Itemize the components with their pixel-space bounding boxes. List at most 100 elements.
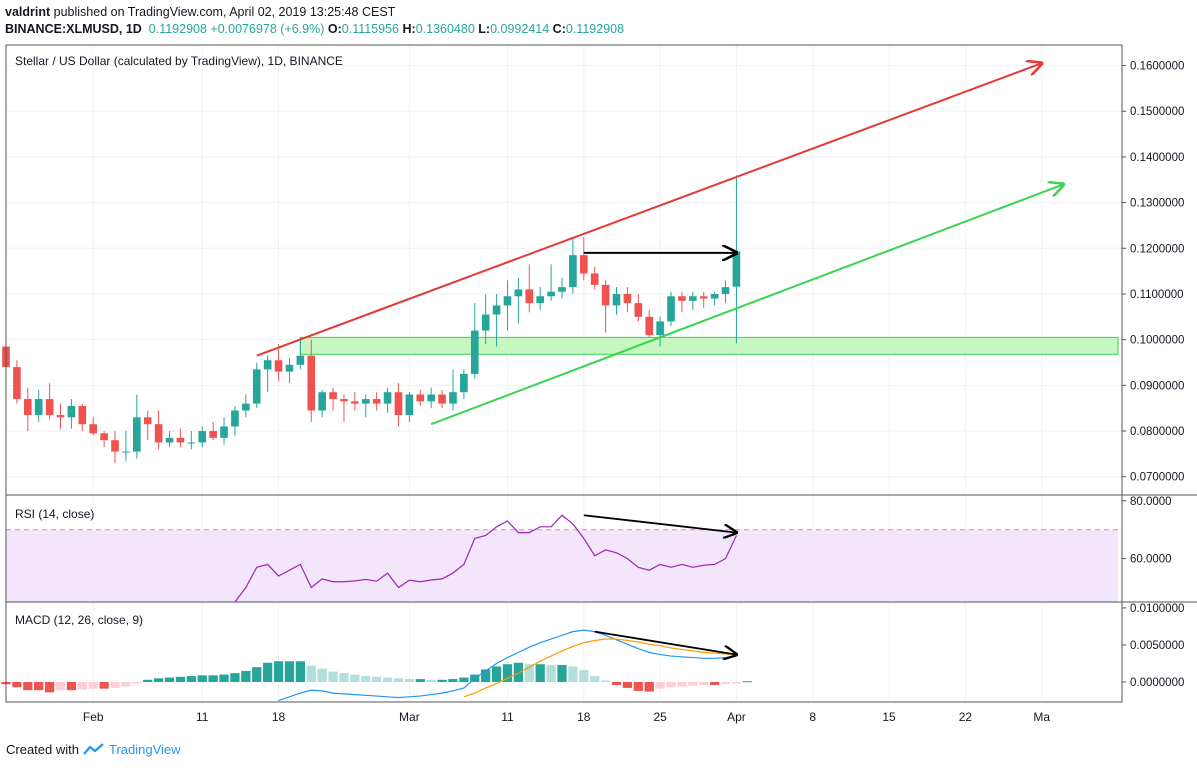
candle-body	[285, 364, 294, 372]
macd-histogram-bar	[448, 679, 458, 682]
candle-body	[111, 440, 119, 452]
x-tick-label: 11	[501, 710, 514, 724]
macd-histogram-bar	[208, 675, 218, 682]
macd-histogram-bar	[426, 679, 436, 682]
symbol-label: BINANCE:XLMUSD, 1D	[5, 22, 142, 36]
candle-body	[263, 360, 272, 370]
macd-signal-line[interactable]	[463, 638, 737, 698]
candle-body	[67, 405, 76, 418]
candle-body	[187, 442, 196, 444]
candle-body	[492, 305, 501, 315]
y-tick-label: 0.1100000	[1130, 289, 1184, 301]
candle-body	[133, 417, 141, 452]
trend-line[interactable]	[256, 63, 1042, 357]
candle-body	[536, 296, 545, 304]
macd-histogram-bar	[361, 676, 371, 682]
y-tick-label: 0.1500000	[1130, 106, 1184, 118]
macd-histogram-bar	[382, 677, 393, 682]
macd-histogram-bar	[557, 664, 567, 682]
macd-histogram-bar	[491, 666, 502, 682]
x-tick-label: 8	[809, 710, 816, 724]
rsi-y-tick-label: 60.0000	[1130, 554, 1172, 566]
macd-histogram-bar	[688, 682, 698, 686]
candle-body	[470, 330, 479, 374]
macd-histogram-bar	[197, 675, 207, 682]
y-tick-label: 0.0800000	[1130, 426, 1184, 438]
macd-histogram-bar	[372, 676, 382, 682]
macd-histogram-bar	[742, 681, 752, 683]
author-name[interactable]: valdrint	[5, 5, 51, 19]
candle-body	[481, 314, 490, 331]
candle-body	[220, 426, 228, 438]
candle-body	[612, 293, 621, 306]
candle-body	[678, 296, 686, 301]
macd-histogram-bar	[132, 682, 142, 684]
candle-body	[13, 367, 21, 400]
macd-histogram-bar	[164, 677, 175, 682]
macd-histogram-bar	[44, 682, 55, 693]
last-price: 0.1192908	[148, 22, 207, 36]
candle-body	[154, 424, 163, 443]
candle-body	[394, 392, 403, 416]
candle-body	[569, 255, 577, 288]
candle-body	[78, 405, 87, 425]
candle-body	[165, 437, 174, 443]
candle-body	[514, 289, 523, 297]
candle-body	[416, 394, 425, 402]
macd-histogram-bar	[699, 682, 709, 685]
candle-body	[405, 394, 414, 416]
macd-histogram-bar	[317, 668, 327, 682]
x-tick-label: Ma	[1033, 710, 1050, 724]
macd-histogram-bar	[12, 682, 22, 688]
candle-body	[318, 392, 326, 411]
brand-name[interactable]: TradingView	[108, 742, 181, 757]
macd-histogram-bar	[404, 679, 415, 682]
candle-body	[721, 287, 730, 294]
macd-histogram-bar	[535, 664, 545, 682]
macd-histogram-bar	[513, 662, 524, 682]
x-tick-label: 15	[882, 710, 896, 724]
candle-body	[460, 373, 468, 393]
candle-body	[449, 392, 457, 404]
macd-histogram-bar	[350, 674, 360, 682]
y-tick-label: 0.0900000	[1130, 380, 1184, 392]
candle-body	[601, 284, 610, 306]
macd-histogram-bar	[99, 682, 109, 689]
candle-body	[176, 437, 185, 443]
low-value: 0.0992414	[490, 22, 550, 36]
macd-histogram-bar	[546, 664, 556, 682]
candle-body	[209, 431, 217, 438]
macd-histogram-bar	[709, 682, 720, 685]
macd-histogram-bar	[459, 677, 469, 682]
high-label: H:	[402, 22, 416, 36]
rsi-band	[6, 529, 1118, 602]
macd-histogram-bar	[633, 682, 643, 691]
macd-histogram-bar	[731, 682, 742, 684]
macd-divergence-arrow[interactable]	[594, 630, 737, 655]
macd-histogram-bar	[143, 679, 153, 682]
macd-histogram-bar	[655, 682, 665, 689]
macd-histogram-bar	[230, 673, 240, 682]
rsi-line[interactable]	[234, 514, 737, 603]
support-zone[interactable]	[299, 336, 1119, 355]
rsi-divergence-arrow[interactable]	[583, 514, 737, 532]
candle-body	[579, 255, 588, 274]
macd-histogram-bar	[611, 682, 622, 685]
trend-line[interactable]	[430, 184, 1063, 426]
x-tick-label: 25	[653, 710, 667, 724]
macd-line[interactable]	[278, 629, 737, 702]
candle-body	[242, 403, 250, 411]
macd-histogram-bar	[622, 682, 633, 688]
macd-histogram-bar	[579, 670, 589, 682]
candle-body	[296, 355, 305, 365]
candle-body	[525, 289, 534, 304]
macd-histogram-bar	[568, 666, 578, 682]
candle-body	[503, 296, 512, 306]
macd-histogram-bar	[590, 676, 600, 682]
chart-title: Stellar / US Dollar (calculated by Tradi…	[15, 54, 343, 68]
macd-histogram-bar	[666, 682, 676, 688]
candle-body	[634, 303, 643, 317]
candle-body	[438, 394, 446, 404]
candle-body	[56, 415, 65, 418]
